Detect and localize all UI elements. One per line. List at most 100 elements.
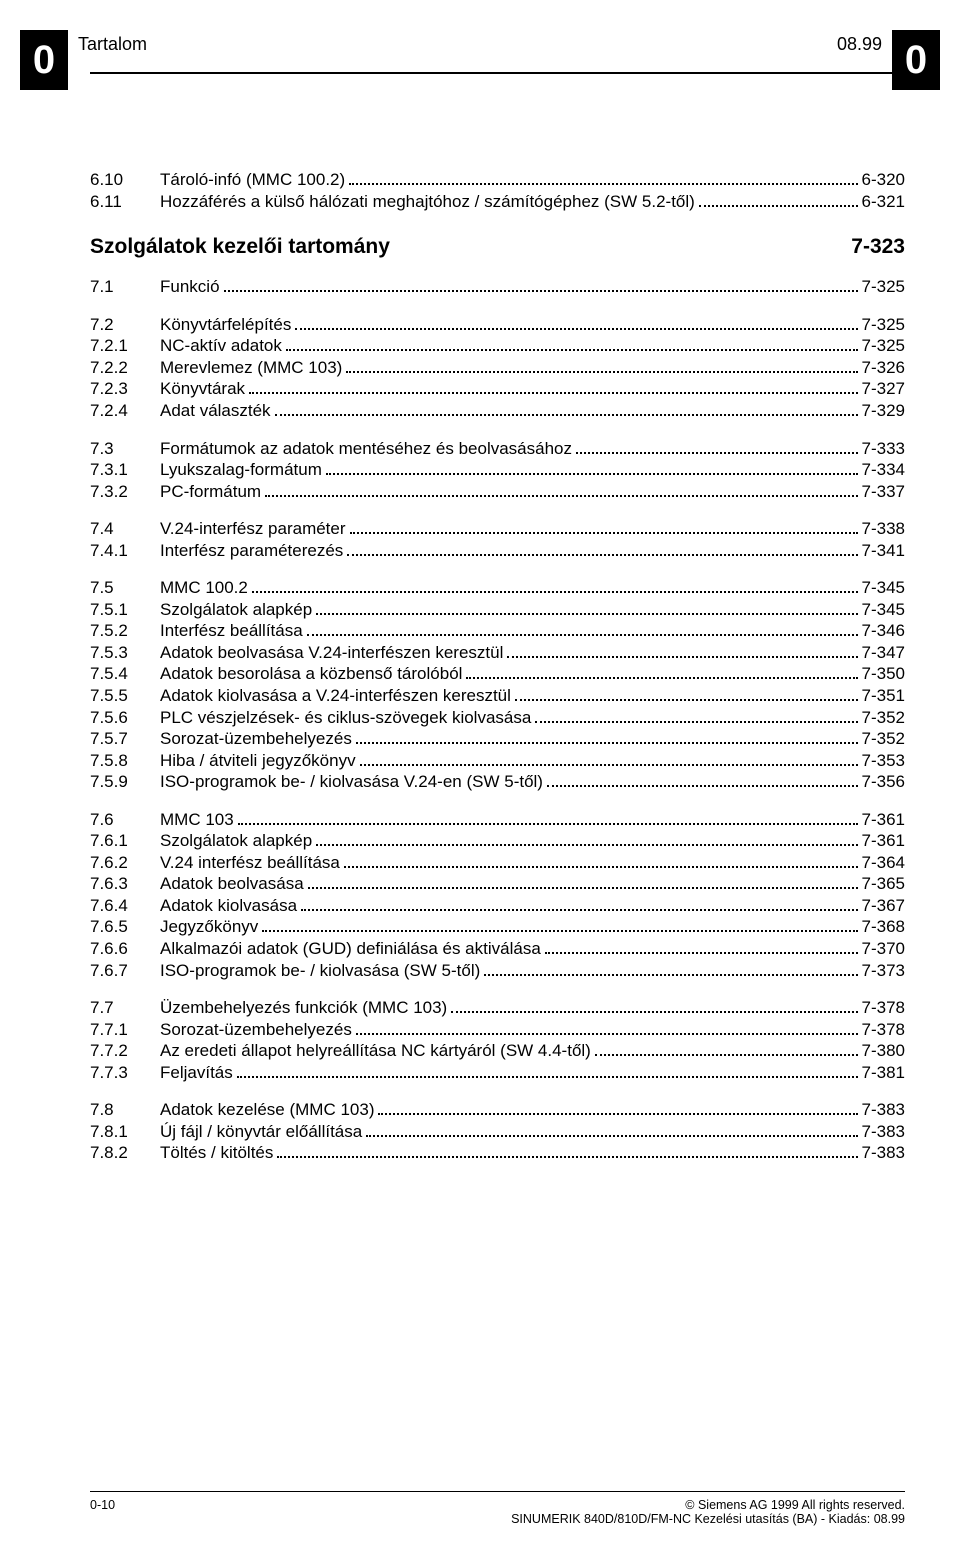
header-right-box: 0 <box>892 30 940 90</box>
toc-leader <box>265 495 857 497</box>
toc-label: Adatok beolvasása <box>160 874 304 894</box>
toc-row: 7.6.2V.24 interfész beállítása7-364 <box>90 853 905 873</box>
toc-leader <box>346 371 857 373</box>
toc-number: 7.8.2 <box>90 1143 160 1163</box>
toc-leader <box>356 1033 858 1035</box>
toc-page: 7-367 <box>862 896 905 916</box>
toc-row: 7.2.3Könyvtárak7-327 <box>90 379 905 399</box>
toc-page: 7-383 <box>862 1122 905 1142</box>
toc-page: 7-378 <box>862 998 905 1018</box>
toc-page: 7-337 <box>862 482 905 502</box>
toc-leader <box>295 328 857 330</box>
toc-row: 7.4V.24-interfész paraméter7-338 <box>90 519 905 539</box>
toc-row: 7.6.4Adatok kiolvasása 7-367 <box>90 896 905 916</box>
toc-leader <box>237 1076 858 1078</box>
toc-page: 7-368 <box>862 917 905 937</box>
toc-leader <box>347 554 857 556</box>
toc-label: PLC vészjelzések- és ciklus-szövegek kio… <box>160 708 531 728</box>
toc-leader <box>466 677 857 679</box>
toc-leader <box>535 721 857 723</box>
toc-row: 7.8Adatok kezelése (MMC 103)7-383 <box>90 1100 905 1120</box>
toc-row: 7.6.1Szolgálatok alapkép7-361 <box>90 831 905 851</box>
toc-label: PC-formátum <box>160 482 261 502</box>
toc-number: 7.3.2 <box>90 482 160 502</box>
toc-page: 7-361 <box>862 831 905 851</box>
toc-row: 7.8.1Új fájl / könyvtár előállítása7-383 <box>90 1122 905 1142</box>
toc-row: 7.5.5Adatok kiolvasása a V.24-interfésze… <box>90 686 905 706</box>
toc-leader <box>595 1054 858 1056</box>
toc-row: 6.10Tároló-infó (MMC 100.2)6-320 <box>90 170 905 190</box>
toc-label: Alkalmazói adatok (GUD) definiálása és a… <box>160 939 541 959</box>
toc-leader <box>507 656 857 658</box>
toc-row: 7.6.7ISO-programok be- / kiolvasása (SW … <box>90 961 905 981</box>
toc-number: 7.6.2 <box>90 853 160 873</box>
toc-page: 7-356 <box>862 772 905 792</box>
toc-row: 7.3Formátumok az adatok mentéséhez és be… <box>90 439 905 459</box>
toc-row: 7.3.2PC-formátum 7-337 <box>90 482 905 502</box>
toc-row: 7.7.2Az eredeti állapot helyreállítása N… <box>90 1041 905 1061</box>
toc-label: Szolgálatok alapkép <box>160 831 312 851</box>
toc-row: 7.2Könyvtárfelépítés7-325 <box>90 315 905 335</box>
toc-page: 7-338 <box>862 519 905 539</box>
toc-row: 7.4.1Interfész paraméterezés 7-341 <box>90 541 905 561</box>
toc-page: 7-345 <box>862 578 905 598</box>
toc-page: 7-370 <box>862 939 905 959</box>
toc-number: 7.6.4 <box>90 896 160 916</box>
toc-page: 7-325 <box>862 336 905 356</box>
toc-page: 7-383 <box>862 1143 905 1163</box>
toc-number: 7.5.1 <box>90 600 160 620</box>
toc-page: 7-329 <box>862 401 905 421</box>
toc-row: 7.6.3Adatok beolvasása7-365 <box>90 874 905 894</box>
toc-leader <box>350 532 858 534</box>
footer-page-number: 0-10 <box>90 1498 115 1526</box>
toc-page: 7-378 <box>862 1020 905 1040</box>
toc-label: Interfész beállítása <box>160 621 303 641</box>
toc-leader <box>262 930 857 932</box>
toc-number: 7.8.1 <box>90 1122 160 1142</box>
toc-number: 7.5.6 <box>90 708 160 728</box>
toc-label: Szolgálatok alapkép <box>160 600 312 620</box>
toc-label: Jegyzőkönyv <box>160 917 258 937</box>
toc-page: 7-380 <box>862 1041 905 1061</box>
toc-number: 7.3 <box>90 439 160 459</box>
toc-page: 7-352 <box>862 729 905 749</box>
toc-page: 7-352 <box>862 708 905 728</box>
toc-label: Adatok beolvasása V.24-interfészen keres… <box>160 643 503 663</box>
toc-leader <box>547 785 858 787</box>
toc-label: Merevlemez (MMC 103) <box>160 358 342 378</box>
toc-label: Hozzáférés a külső hálózati meghajtóhoz … <box>160 192 695 212</box>
toc-page: 7-350 <box>862 664 905 684</box>
toc-page: 7-326 <box>862 358 905 378</box>
toc-label: Sorozat-üzembehelyezés <box>160 729 352 749</box>
toc-leader <box>249 392 857 394</box>
section-heading-page: 7-323 <box>851 235 905 259</box>
toc-number: 7.4.1 <box>90 541 160 561</box>
toc-number: 7.3.1 <box>90 460 160 480</box>
toc-number: 7.2.1 <box>90 336 160 356</box>
toc-row: 7.6.6Alkalmazói adatok (GUD) definiálása… <box>90 939 905 959</box>
toc-row: 7.2.2Merevlemez (MMC 103)7-326 <box>90 358 905 378</box>
toc-number: 7.7.2 <box>90 1041 160 1061</box>
toc-leader <box>545 952 858 954</box>
toc-row: 7.7.1Sorozat-üzembehelyezés7-378 <box>90 1020 905 1040</box>
toc-number: 7.6 <box>90 810 160 830</box>
toc-number: 7.5.4 <box>90 664 160 684</box>
section-heading: Szolgálatok kezelői tartomány7-323 <box>90 235 905 259</box>
toc-page: 7-365 <box>862 874 905 894</box>
toc-label: Hiba / átviteli jegyzőkönyv <box>160 751 356 771</box>
toc-label: Interfész paraméterezés <box>160 541 343 561</box>
toc-number: 7.6.5 <box>90 917 160 937</box>
toc-leader <box>576 452 858 454</box>
toc-page: 6-320 <box>862 170 905 190</box>
toc-page: 7-341 <box>862 541 905 561</box>
toc-leader <box>238 823 858 825</box>
toc-leader <box>356 742 858 744</box>
toc-row: 7.6.5Jegyzőkönyv 7-368 <box>90 917 905 937</box>
toc-label: Lyukszalag-formátum <box>160 460 322 480</box>
toc-row: 7.1Funkció7-325 <box>90 277 905 297</box>
toc-label: Adatok kiolvasása <box>160 896 297 916</box>
toc-row: 7.5MMC 100.27-345 <box>90 578 905 598</box>
toc-row: 7.5.8Hiba / átviteli jegyzőkönyv7-353 <box>90 751 905 771</box>
toc-label: Adatok kiolvasása a V.24-interfészen ker… <box>160 686 511 706</box>
toc-number: 7.2.4 <box>90 401 160 421</box>
